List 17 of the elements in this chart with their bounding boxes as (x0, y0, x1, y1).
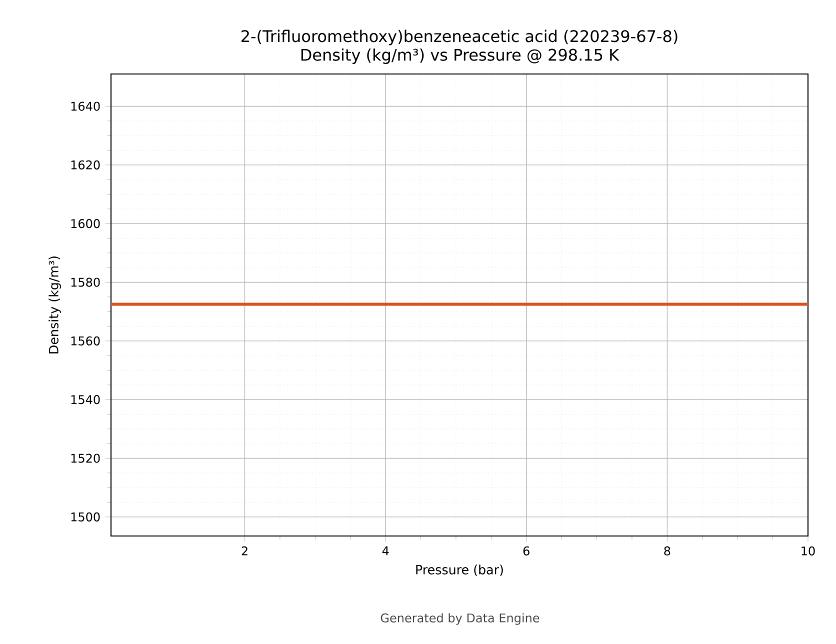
y-tick-label: 1640 (71, 102, 100, 111)
chart-title: 2-(Trifluoromethoxy)benzeneacetic acid (220239-67-8) Density (kg/m³) vs Pressure @ 298.15 K (241, 30, 678, 64)
x-tick-label: 6 (523, 546, 530, 556)
text: Generated by Data Engine (380, 613, 540, 625)
x-tick-label: 10 (802, 546, 815, 556)
x-tick-label: 4 (382, 546, 389, 556)
x-tick-label: 2 (242, 546, 248, 556)
x-tick-label: 8 (664, 546, 670, 556)
y-tick-label: 1500 (71, 512, 100, 522)
y-tick-label: 1580 (71, 278, 100, 287)
y-tick-label: 1520 (71, 454, 100, 463)
y-axis-title: Density (kg/m³) (48, 256, 61, 354)
y-tick-label: 1540 (71, 395, 100, 404)
x-axis-title: Pressure (bar) (416, 564, 503, 576)
y-tick-label: 1600 (71, 219, 100, 228)
y-tick-label: 1620 (71, 160, 100, 170)
y-tick-label: 1560 (71, 336, 100, 346)
